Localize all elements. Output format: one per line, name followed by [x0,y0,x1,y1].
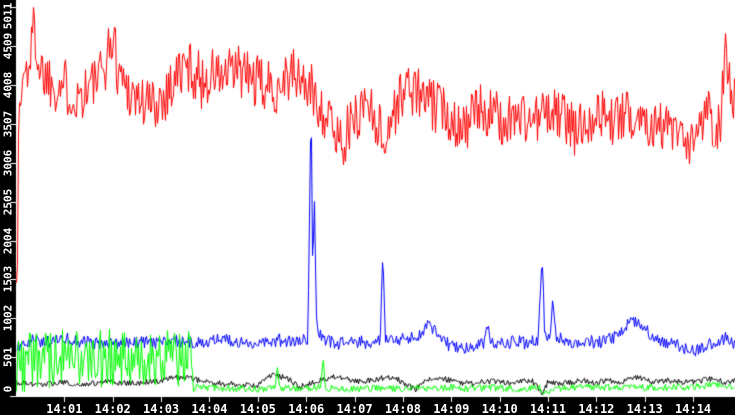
y-tick-label: 501 [1,347,15,368]
x-tick-label: 14:03 [143,402,180,415]
x-tick-label: 14:10 [481,402,518,415]
x-tick-label: 14:05 [239,402,276,415]
x-tick-label: 14:08 [384,402,421,415]
x-tick-label: 14:04 [191,402,228,415]
x-tick-label: 14:11 [529,402,567,415]
y-tick-label: 1503 [1,266,15,293]
x-tick-label: 14:14 [675,402,712,415]
x-tick-label: 14:02 [94,402,131,415]
x-tick-label: 14:12 [578,402,615,415]
x-tick-label: 14:06 [288,402,325,415]
y-tick-label: 3006 [1,149,15,177]
x-tick-label: 14:07 [336,402,373,415]
x-tick-label: 14:01 [46,402,83,415]
y-tick-label: 4509 [1,33,15,60]
x-tick-label: 14:13 [626,402,663,415]
y-tick-label: 1002 [1,305,15,332]
x-tick-label: 14:09 [433,402,470,415]
y-tick-label: 3507 [1,110,15,138]
y-tick-label: 2004 [1,227,15,254]
y-tick-label: 0 [1,385,15,393]
y-tick-label: 5011 [1,2,15,30]
y-tick-label: 4008 [1,71,15,99]
y-tick-label: 2505 [1,188,15,215]
